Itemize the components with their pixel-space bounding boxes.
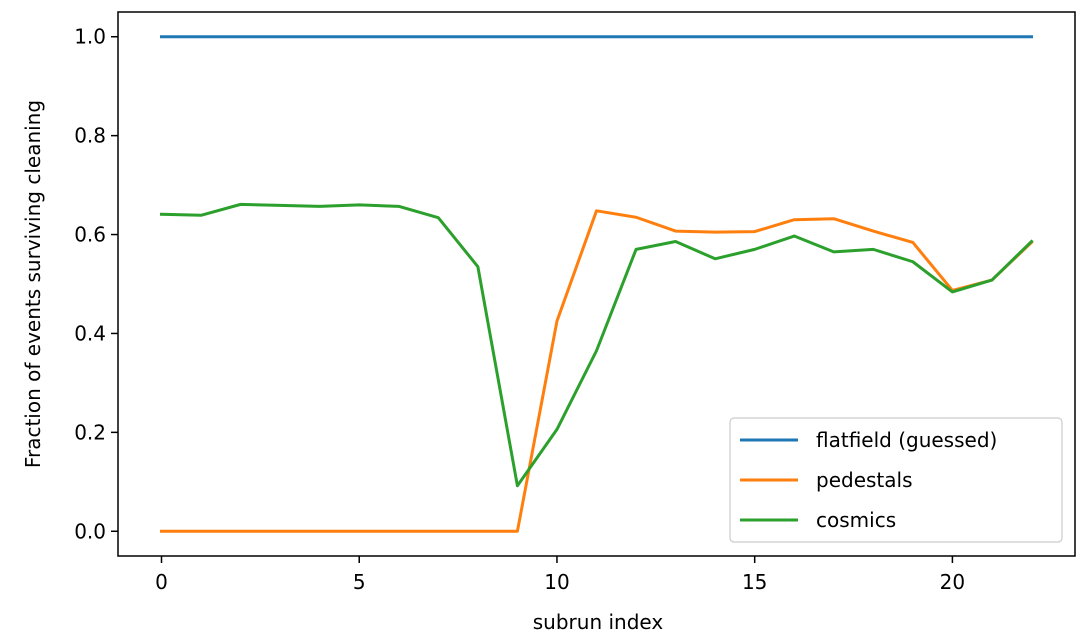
x-tick-label: 15: [742, 570, 767, 594]
series-layer: [159, 35, 1034, 533]
x-axis-label: subrun index: [533, 610, 664, 634]
y-tick-label: 0.0: [74, 519, 106, 543]
y-tick-label: 0.4: [74, 321, 106, 345]
x-tick-label: 20: [940, 570, 965, 594]
legend-box: [729, 417, 1063, 543]
y-tick-label: 1.0: [74, 25, 106, 49]
series-line-1: [160, 209, 1034, 533]
axes-layer: 0 5 10 15 20 0.0 0.2 0.4 0.6 0.8 1.0: [74, 11, 1076, 594]
legend: flatfield (guessed) pedestals cosmics: [729, 417, 1063, 543]
legend-label-0: flatfield (guessed): [816, 428, 997, 452]
series-line-2: [159, 202, 1034, 488]
x-tick-label: 10: [544, 570, 569, 594]
x-tick-label: 5: [353, 570, 366, 594]
y-axis-label: Fraction of events surviving cleaning: [21, 100, 45, 468]
y-tick-label: 0.8: [74, 124, 106, 148]
y-tick-label: 0.2: [74, 420, 106, 444]
x-tick-label: 0: [155, 570, 168, 594]
plot-frame: [117, 11, 1076, 557]
y-tick-label: 0.6: [74, 223, 106, 247]
legend-label-2: cosmics: [816, 508, 896, 532]
legend-label-1: pedestals: [816, 468, 913, 492]
